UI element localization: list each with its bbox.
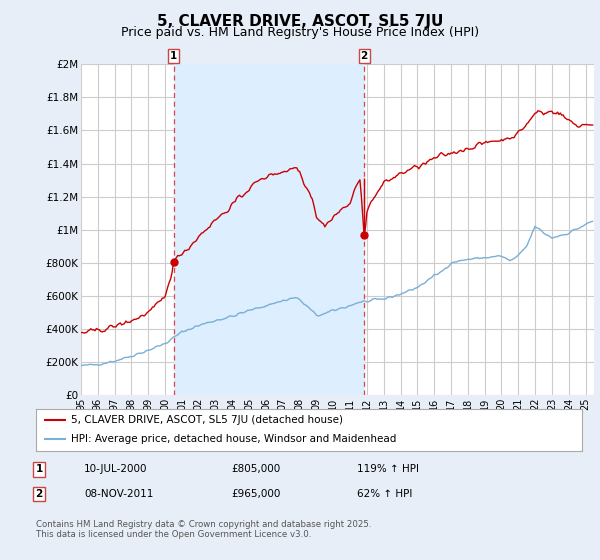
Text: 5, CLAVER DRIVE, ASCOT, SL5 7JU (detached house): 5, CLAVER DRIVE, ASCOT, SL5 7JU (detache… xyxy=(71,415,343,425)
Text: HPI: Average price, detached house, Windsor and Maidenhead: HPI: Average price, detached house, Wind… xyxy=(71,435,397,445)
Text: £965,000: £965,000 xyxy=(231,489,280,499)
Text: Price paid vs. HM Land Registry's House Price Index (HPI): Price paid vs. HM Land Registry's House … xyxy=(121,26,479,39)
Text: 119% ↑ HPI: 119% ↑ HPI xyxy=(357,464,419,474)
Bar xyxy=(173,64,364,395)
Text: 62% ↑ HPI: 62% ↑ HPI xyxy=(357,489,412,499)
Text: 2: 2 xyxy=(361,51,368,61)
Text: 5, CLAVER DRIVE, ASCOT, SL5 7JU: 5, CLAVER DRIVE, ASCOT, SL5 7JU xyxy=(157,14,443,29)
Text: 10-JUL-2000: 10-JUL-2000 xyxy=(84,464,148,474)
Text: 08-NOV-2011: 08-NOV-2011 xyxy=(84,489,154,499)
Text: £805,000: £805,000 xyxy=(231,464,280,474)
Text: 1: 1 xyxy=(170,51,177,61)
Text: 2: 2 xyxy=(35,489,43,499)
Text: Contains HM Land Registry data © Crown copyright and database right 2025.
This d: Contains HM Land Registry data © Crown c… xyxy=(36,520,371,539)
Text: 1: 1 xyxy=(35,464,43,474)
